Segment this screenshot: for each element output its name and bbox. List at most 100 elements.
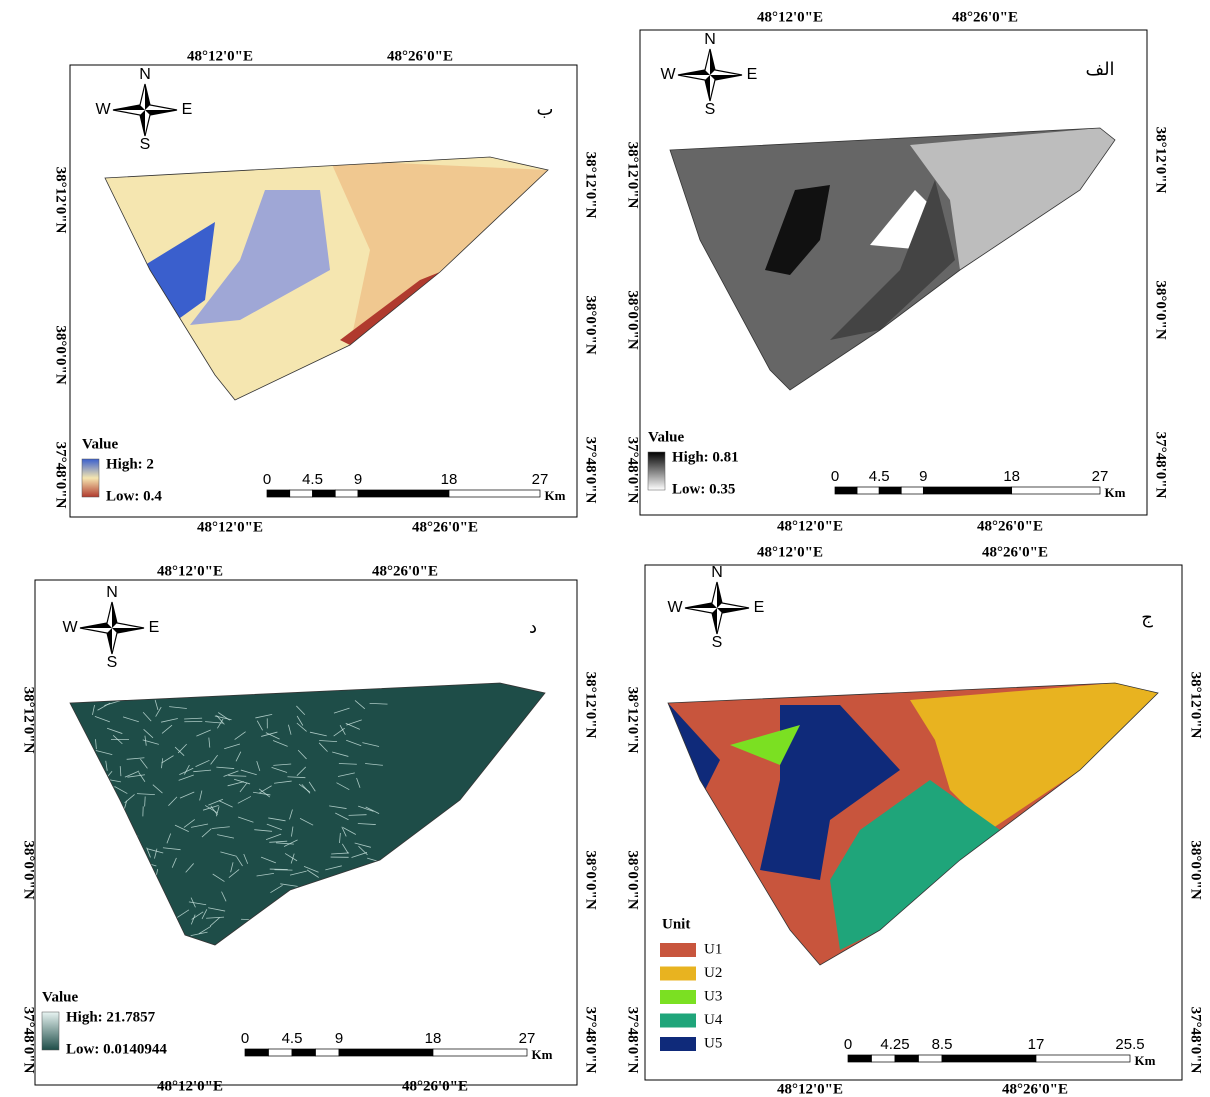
scale-segment — [244, 1048, 269, 1057]
terrain-streak — [144, 735, 147, 746]
terrain-streak — [266, 823, 282, 831]
terrain-streak — [99, 875, 112, 884]
legend-label: U2 — [704, 965, 722, 981]
terrain-streak — [339, 832, 341, 844]
terrain-streak — [144, 796, 146, 807]
terrain-streak — [100, 895, 111, 905]
scale-label: 0 — [831, 468, 839, 485]
terrain-streak — [174, 824, 189, 832]
terrain-streak — [183, 819, 195, 828]
terrain-streak — [121, 817, 128, 828]
compass-fill — [80, 602, 144, 654]
terrain-streak — [338, 763, 357, 765]
longitude-label: 48°12'0"E — [757, 544, 823, 560]
terrain-streak — [282, 900, 296, 908]
compass-e: E — [747, 66, 758, 83]
terrain-streak — [321, 928, 328, 939]
terrain-streak — [254, 930, 272, 935]
terrain-streak — [297, 749, 307, 760]
terrain-streak — [228, 775, 247, 777]
terrain-streak — [70, 748, 72, 759]
terrain-streak — [289, 870, 307, 876]
scale-segment — [432, 1048, 528, 1057]
terrain-streak — [77, 750, 90, 759]
terrain-streak — [142, 711, 152, 722]
latitude-label: 38°12'0"N — [625, 142, 641, 209]
latitude-label: 38°0'0"N — [625, 850, 641, 909]
terrain-streak — [169, 706, 187, 709]
map-frame — [34, 579, 578, 1086]
legend-high: High: 2 — [106, 456, 154, 472]
scale-segment — [922, 486, 1013, 495]
terrain-streak — [154, 699, 159, 710]
terrain-streak — [70, 934, 72, 945]
terrain-streak — [105, 869, 117, 879]
scale-unit: Km — [545, 488, 566, 503]
compass-w: W — [62, 619, 78, 636]
terrain-streak — [209, 917, 220, 927]
terrain-streak — [365, 806, 380, 814]
map-frame — [644, 564, 1183, 1081]
latitude-label: 37°48'0"N — [1153, 432, 1169, 499]
terrain-streak — [358, 845, 368, 856]
compass-w: W — [95, 101, 111, 118]
longitude-label: 48°26'0"E — [387, 48, 453, 64]
terrain-streak — [356, 777, 361, 788]
terrain-streak — [335, 927, 343, 938]
terrain-streak — [284, 853, 298, 862]
terrain-streak — [273, 763, 292, 766]
map-region — [830, 180, 955, 340]
latitude-label: 37°48'0"N — [21, 1007, 37, 1074]
terrain-streak — [191, 823, 209, 828]
compass-fill — [113, 84, 177, 136]
terrain-streak — [190, 914, 196, 925]
terrain-streak — [296, 715, 304, 726]
terrain-streak — [92, 874, 109, 880]
terrain-streak — [78, 828, 91, 837]
scale-segment — [448, 489, 541, 498]
terrain-streak — [124, 770, 140, 778]
scale-segment — [1035, 1054, 1131, 1063]
terrain-streak — [70, 924, 86, 927]
scale-segment — [900, 486, 924, 495]
terrain-streak — [88, 806, 107, 809]
scale-segment — [334, 489, 359, 498]
terrain-streak — [210, 754, 218, 765]
longitude-label: 48°26'0"E — [982, 544, 1048, 560]
terrain-streak — [259, 785, 272, 794]
terrain-streak — [126, 757, 145, 760]
terrain-streak — [234, 778, 251, 785]
terrain-streak — [336, 782, 350, 791]
terrain-streak — [319, 740, 338, 743]
terrain-streak — [254, 829, 273, 832]
terrain-streak — [331, 852, 350, 855]
terrain-streak — [212, 873, 225, 882]
scale-segment — [941, 1054, 1037, 1063]
terrain-streak — [351, 852, 368, 858]
terrain-streak — [105, 760, 108, 771]
latitude-label: 38°12'0"N — [583, 152, 599, 219]
terrain-streak — [97, 702, 111, 711]
terrain-streak — [306, 869, 319, 878]
scale-label: 4.5 — [869, 468, 890, 485]
legend-low: Low: 0.0140944 — [66, 1041, 167, 1057]
terrain-streak — [161, 724, 173, 734]
latitude-label: 38°0'0"N — [53, 325, 69, 384]
terrain-streak — [168, 796, 178, 806]
compass-n: N — [139, 66, 151, 83]
terrain-streak — [152, 784, 163, 794]
terrain-streak — [230, 862, 234, 873]
longitude-label: 48°26'0"E — [372, 563, 438, 579]
scale-label: 4.5 — [282, 1030, 303, 1047]
scale-label: 9 — [335, 1030, 343, 1047]
terrain-streak — [131, 835, 139, 846]
terrain-streak — [201, 828, 212, 838]
terrain-streak — [358, 805, 374, 812]
longitude-label: 48°12'0"E — [777, 1081, 843, 1097]
terrain-streak — [70, 786, 73, 797]
terrain-streak — [179, 791, 195, 799]
terrain-streak — [71, 848, 89, 853]
terrain-streak — [143, 728, 154, 739]
terrain-streak — [217, 718, 224, 729]
map-region — [765, 185, 830, 275]
